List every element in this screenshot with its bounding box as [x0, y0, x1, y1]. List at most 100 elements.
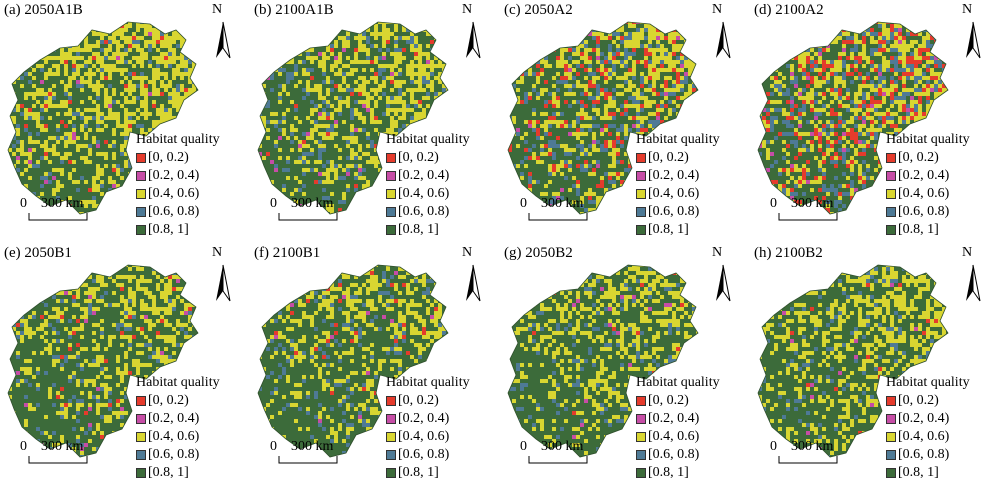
- legend-label: [0, 0.2): [898, 393, 939, 408]
- legend: Habitat quality [0, 0.2) [0.2, 0.4) [0.4, 0…: [886, 375, 970, 482]
- scale-line: [278, 456, 338, 464]
- legend-label: [0.6, 0.8): [398, 447, 450, 462]
- north-arrow-icon: [966, 21, 981, 59]
- legend-label: [0.8, 1]: [648, 465, 689, 480]
- legend-swatch: [136, 450, 146, 460]
- scale-line: [778, 456, 838, 464]
- legend-label: [0.8, 1]: [398, 222, 439, 237]
- legend-swatch: [886, 396, 896, 406]
- legend-label: [0.4, 0.6): [898, 186, 950, 201]
- legend-label: [0.6, 0.8): [898, 447, 950, 462]
- habitat-map: [257, 264, 449, 458]
- legend-label: [0.4, 0.6): [648, 186, 700, 201]
- north-arrow-icon: [216, 264, 231, 302]
- scale-bar: 0 300 km: [270, 439, 380, 473]
- legend-title: Habitat quality: [386, 132, 470, 147]
- legend-swatch: [636, 153, 646, 163]
- legend-item: [0.4, 0.6): [386, 185, 470, 203]
- legend-swatch: [886, 414, 896, 424]
- north-label: N: [712, 245, 723, 260]
- legend-label: [0.2, 0.4): [398, 168, 450, 183]
- legend-item: [0.2, 0.4): [636, 410, 720, 428]
- panel-title: (g) 2050B2: [504, 245, 573, 261]
- scale-label: 0 300 km: [520, 196, 584, 211]
- legend-item: [0.2, 0.4): [386, 167, 470, 185]
- legend-swatch: [636, 396, 646, 406]
- legend-label: [0.8, 1]: [898, 222, 939, 237]
- legend-label: [0.4, 0.6): [148, 186, 200, 201]
- legend-label: [0.2, 0.4): [398, 411, 450, 426]
- legend-swatch: [386, 207, 396, 217]
- legend-swatch: [136, 396, 146, 406]
- legend-label: [0.4, 0.6): [898, 429, 950, 444]
- legend-item: [0.2, 0.4): [136, 167, 220, 185]
- legend-item: [0.6, 0.8): [136, 446, 220, 464]
- legend-swatch: [886, 171, 896, 181]
- panel-title: (d) 2100A2: [754, 2, 824, 18]
- scale-line: [278, 213, 338, 221]
- legend-swatch: [386, 432, 396, 442]
- legend-label: [0.6, 0.8): [898, 204, 950, 219]
- north-label: N: [712, 2, 723, 17]
- legend-title: Habitat quality: [136, 375, 220, 390]
- legend-label: [0, 0.2): [648, 150, 689, 165]
- legend-item: [0.6, 0.8): [636, 446, 720, 464]
- map-panel: (h) 2100B2 N Habitat quality [0, 0.2) [0.2, …: [750, 243, 1000, 485]
- scale-line: [28, 456, 88, 464]
- legend-item: [0, 0.2): [136, 149, 220, 167]
- legend-swatch: [886, 450, 896, 460]
- legend-label: [0.4, 0.6): [398, 429, 450, 444]
- north-arrow-icon: [716, 264, 731, 302]
- scale-line: [528, 213, 588, 221]
- legend-swatch: [136, 414, 146, 424]
- scale-label: 0 300 km: [270, 439, 334, 454]
- scale-label: 0 300 km: [270, 196, 334, 211]
- legend-swatch: [386, 225, 396, 235]
- legend-swatch: [136, 468, 146, 478]
- legend: Habitat quality [0, 0.2) [0.2, 0.4) [0.4, 0…: [386, 375, 470, 482]
- legend-item: [0.2, 0.4): [386, 410, 470, 428]
- legend-swatch: [886, 207, 896, 217]
- legend-label: [0.4, 0.6): [648, 429, 700, 444]
- north-arrow-icon: [966, 264, 981, 302]
- legend-swatch: [386, 468, 396, 478]
- scale-line: [778, 213, 838, 221]
- legend-swatch: [136, 432, 146, 442]
- legend-label: [0.8, 1]: [148, 222, 189, 237]
- scale-bar: 0 300 km: [770, 439, 880, 473]
- scale-label: 0 300 km: [20, 439, 84, 454]
- scale-bar: 0 300 km: [520, 196, 630, 230]
- legend-label: [0, 0.2): [148, 150, 189, 165]
- scale-bar: 0 300 km: [20, 196, 130, 230]
- legend-label: [0, 0.2): [398, 150, 439, 165]
- map-panel: (d) 2100A2 N Habitat quality [0, 0.2) [0.2, …: [750, 0, 1000, 242]
- legend-item: [0, 0.2): [386, 149, 470, 167]
- legend-swatch: [636, 225, 646, 235]
- legend-item: [0, 0.2): [886, 392, 970, 410]
- legend-swatch: [886, 225, 896, 235]
- legend-label: [0.8, 1]: [898, 465, 939, 480]
- legend-swatch: [636, 450, 646, 460]
- north-label: N: [962, 2, 973, 17]
- north-label: N: [212, 2, 223, 17]
- scale-line: [28, 213, 88, 221]
- legend-item: [0.2, 0.4): [136, 410, 220, 428]
- legend-item: [0.4, 0.6): [636, 185, 720, 203]
- scale-label: 0 300 km: [520, 439, 584, 454]
- habitat-map: [757, 21, 949, 215]
- legend-label: [0, 0.2): [898, 150, 939, 165]
- legend-label: [0, 0.2): [398, 393, 439, 408]
- scale-label: 0 300 km: [770, 439, 834, 454]
- legend-label: [0.8, 1]: [148, 465, 189, 480]
- legend-swatch: [386, 189, 396, 199]
- legend-label: [0.8, 1]: [398, 465, 439, 480]
- legend-item: [0.8, 1]: [386, 221, 470, 239]
- legend-label: [0.6, 0.8): [148, 204, 200, 219]
- legend: Habitat quality [0, 0.2) [0.2, 0.4) [0.4, 0…: [386, 132, 470, 239]
- legend-swatch: [386, 171, 396, 181]
- legend-swatch: [136, 207, 146, 217]
- legend-swatch: [886, 468, 896, 478]
- legend-title: Habitat quality: [886, 132, 970, 147]
- scale-bar: 0 300 km: [270, 196, 380, 230]
- panel-title: (e) 2050B1: [4, 245, 72, 261]
